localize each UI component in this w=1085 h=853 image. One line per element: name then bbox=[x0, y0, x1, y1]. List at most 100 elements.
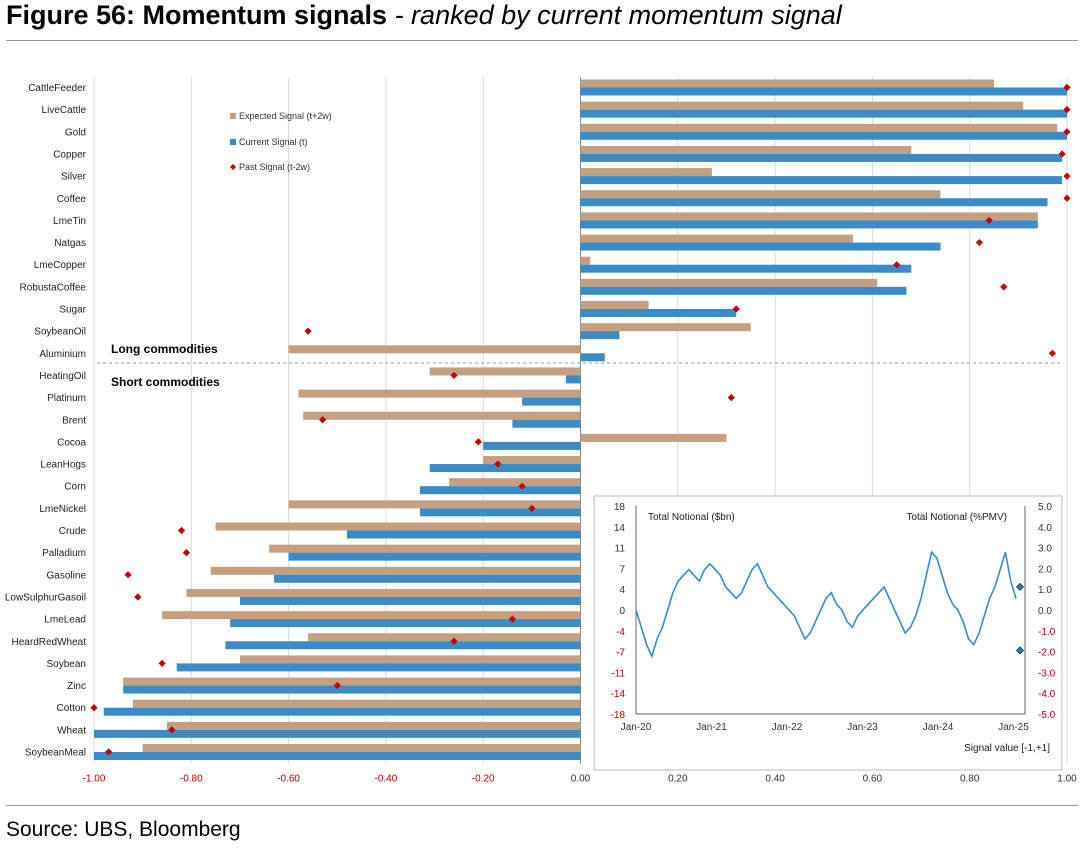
current-bar bbox=[123, 685, 581, 694]
expected-bar bbox=[123, 677, 581, 686]
category-label: Platinum bbox=[47, 393, 86, 404]
category-label: HeatingOil bbox=[39, 371, 86, 382]
inset-x-tick: Jan-20 bbox=[621, 722, 652, 733]
expected-bar bbox=[303, 411, 581, 420]
current-bar bbox=[580, 198, 1048, 207]
category-label: LmeNickel bbox=[39, 504, 86, 515]
past-signal-marker bbox=[177, 526, 186, 535]
category-label: Zinc bbox=[67, 681, 86, 692]
x-tick-label: 0.80 bbox=[960, 774, 980, 785]
legend-swatch bbox=[230, 164, 236, 170]
source-note: Source: UBS, Bloomberg bbox=[6, 818, 241, 841]
inset-x-tick: Jan-23 bbox=[847, 722, 878, 733]
inset-panel bbox=[593, 495, 1063, 771]
inset-left-tick: 18 bbox=[614, 502, 626, 513]
expected-bar bbox=[580, 433, 727, 442]
category-label: LmeLead bbox=[44, 615, 86, 626]
category-label: Cotton bbox=[57, 703, 86, 714]
legend-swatch bbox=[230, 113, 236, 119]
category-label: Silver bbox=[61, 172, 87, 183]
category-label: LmeCopper bbox=[34, 260, 87, 271]
current-bar bbox=[419, 486, 581, 495]
current-bar bbox=[580, 242, 941, 251]
inset-right-tick: 0.0 bbox=[1038, 606, 1052, 617]
inset-x-tick: Jan-21 bbox=[696, 722, 727, 733]
inset-right-tick: -4.0 bbox=[1038, 689, 1056, 700]
past-signal-marker bbox=[518, 482, 526, 490]
category-label: SoybeanMeal bbox=[25, 748, 86, 759]
title-subtitle: - ranked by current momentum signal bbox=[387, 0, 842, 30]
past-signal-marker bbox=[1063, 172, 1071, 180]
category-label: Coffee bbox=[57, 194, 87, 205]
category-label: Cocoa bbox=[57, 437, 86, 448]
expected-bar bbox=[580, 278, 878, 287]
past-signal-marker bbox=[732, 305, 740, 313]
expected-bar bbox=[580, 301, 649, 309]
category-label: Gold bbox=[65, 127, 86, 138]
current-bar bbox=[580, 331, 620, 340]
legend-label: Past Signal (t-2w) bbox=[239, 162, 310, 172]
current-bar bbox=[580, 286, 907, 295]
past-signal-marker bbox=[1058, 150, 1066, 158]
current-bar bbox=[225, 641, 581, 650]
past-signal-marker bbox=[333, 681, 341, 690]
current-bar bbox=[580, 176, 1063, 185]
expected-bar bbox=[580, 190, 941, 199]
category-label: Gasoline bbox=[47, 570, 87, 581]
current-bar bbox=[580, 353, 605, 362]
past-signal-marker bbox=[727, 394, 735, 402]
legend-swatch bbox=[230, 139, 236, 145]
title-main: Figure 56: Momentum signals bbox=[6, 0, 388, 30]
category-label: Copper bbox=[53, 149, 86, 160]
past-signal-marker bbox=[508, 615, 516, 623]
category-label: HeardRedWheat bbox=[12, 637, 87, 648]
past-signal-marker bbox=[304, 327, 312, 335]
past-signal-marker bbox=[1063, 194, 1071, 202]
past-signal-marker bbox=[1048, 349, 1057, 357]
signal-value-footer: Signal value [-1,+1] bbox=[964, 743, 1050, 754]
expected-bar bbox=[483, 456, 581, 465]
inset-left-tick: -11 bbox=[611, 668, 625, 679]
past-signal-marker bbox=[528, 504, 536, 512]
past-signal-marker bbox=[182, 549, 191, 557]
expected-bar bbox=[580, 212, 1038, 221]
inset-x-tick: Jan-22 bbox=[772, 722, 803, 733]
current-bar bbox=[512, 419, 581, 428]
inset-right-tick: -3.0 bbox=[1038, 668, 1056, 679]
past-signal-marker bbox=[474, 438, 482, 446]
x-tick-label: 1.00 bbox=[1057, 774, 1077, 785]
category-label: Crude bbox=[59, 526, 87, 537]
current-bar bbox=[580, 87, 1067, 96]
current-bar bbox=[103, 707, 581, 716]
expected-bar bbox=[239, 655, 581, 664]
inset-right-tick: -2.0 bbox=[1038, 648, 1056, 659]
past-signal-marker bbox=[1063, 128, 1071, 136]
category-label: Corn bbox=[64, 482, 86, 493]
expected-bar bbox=[288, 345, 581, 354]
inset-right-tick: -5.0 bbox=[1038, 710, 1056, 721]
long-commodities-label: Long commodities bbox=[111, 342, 218, 356]
current-bar bbox=[483, 441, 581, 450]
x-tick-label: -1.00 bbox=[83, 774, 106, 785]
current-bar bbox=[419, 508, 581, 517]
category-label: Palladium bbox=[42, 548, 86, 559]
inset-left-tick: -14 bbox=[611, 689, 626, 700]
category-label: SoybeanOil bbox=[34, 327, 86, 338]
category-label: Brent bbox=[62, 415, 86, 426]
expected-bar bbox=[288, 500, 581, 509]
inset-left-axis-label: Total Notional ($bn) bbox=[648, 512, 735, 523]
current-bar bbox=[176, 663, 581, 672]
legend-label: Current Signal (t) bbox=[239, 137, 308, 147]
past-signal-marker bbox=[124, 571, 132, 579]
past-signal-marker bbox=[90, 704, 98, 712]
current-bar bbox=[429, 464, 581, 473]
current-bar bbox=[565, 375, 581, 384]
past-signal-marker bbox=[975, 238, 984, 247]
past-signal-marker bbox=[168, 726, 176, 734]
short-commodities-label: Short commodities bbox=[111, 375, 220, 389]
past-signal-marker bbox=[450, 637, 458, 645]
expected-bar bbox=[580, 234, 853, 243]
category-label: CattleFeeder bbox=[28, 83, 86, 94]
current-bar bbox=[288, 552, 581, 561]
inset-left-tick: 7 bbox=[619, 564, 625, 575]
